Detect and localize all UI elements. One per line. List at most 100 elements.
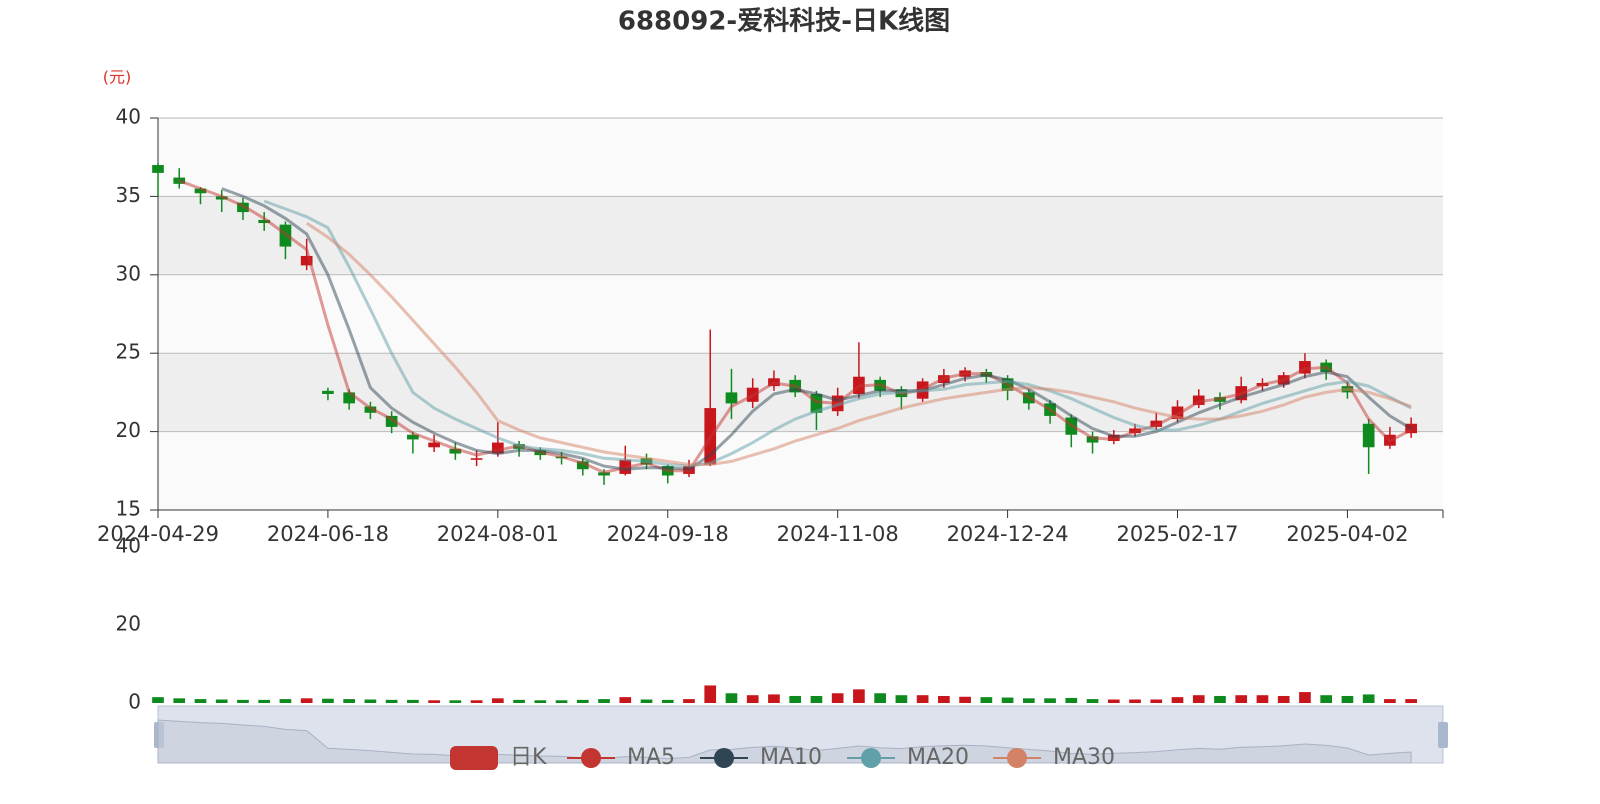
volume-bar — [258, 699, 271, 703]
volume-bar — [1107, 699, 1120, 703]
x-tick-label: 2024-12-24 — [947, 522, 1069, 546]
volume-bar — [152, 697, 164, 703]
candle-body — [491, 442, 504, 454]
candle-body — [1192, 395, 1205, 405]
volume-bar — [1405, 699, 1417, 703]
volume-bar — [1065, 697, 1078, 703]
ma-line — [305, 221, 1412, 466]
volume-bar — [555, 700, 568, 703]
ma-line — [221, 187, 1412, 471]
candle-body — [449, 448, 462, 454]
legend-icon[interactable] — [714, 748, 734, 768]
legend-label[interactable]: MA30 — [1053, 745, 1115, 770]
candle-body — [725, 392, 738, 404]
volume-bar — [576, 699, 589, 703]
volume-bar — [534, 700, 547, 703]
volume-bar — [1235, 695, 1248, 703]
split-area — [158, 118, 1443, 197]
volume-bar — [1086, 699, 1099, 703]
split-area — [158, 431, 1443, 510]
volume-bar — [1362, 694, 1375, 703]
volume-bar — [768, 694, 780, 703]
candle-body — [194, 188, 207, 194]
volume-bar — [364, 699, 377, 703]
x-tick-label: 2024-09-18 — [607, 522, 729, 546]
candle-body — [1086, 436, 1099, 443]
volume-bar — [725, 693, 738, 703]
volume-bar — [1150, 699, 1163, 703]
ma-line — [178, 179, 1412, 474]
x-tick-label: 2024-08-01 — [437, 522, 559, 546]
volume-bar — [746, 695, 759, 703]
volume-bar — [959, 696, 971, 703]
volume-bar — [661, 699, 674, 703]
legend-label[interactable]: MA20 — [907, 745, 969, 770]
volume-bar — [874, 693, 886, 703]
volume-bar — [619, 697, 632, 703]
candle-body — [1405, 423, 1417, 434]
volume-bar — [237, 699, 249, 703]
legend-label[interactable]: 日K — [510, 745, 547, 770]
volume-bar — [1341, 695, 1354, 703]
candle-body — [576, 461, 589, 470]
volume-bar — [895, 695, 908, 703]
legend-label[interactable]: MA10 — [760, 745, 822, 770]
volume-bar — [1320, 695, 1333, 703]
legend-icon[interactable] — [861, 748, 881, 768]
volume-bar — [407, 699, 419, 703]
volume-bar — [300, 698, 313, 703]
legend-icon[interactable] — [581, 748, 601, 768]
volume-bar — [1214, 695, 1226, 703]
candle-body — [1299, 361, 1311, 374]
volume-bar — [385, 699, 398, 703]
volume-bar — [343, 699, 355, 703]
volume-bar — [470, 700, 483, 703]
legend-icon[interactable] — [1007, 748, 1027, 768]
candle-body — [428, 442, 440, 448]
volume-bar — [853, 689, 865, 703]
zoom-shadow — [157, 719, 1412, 764]
candle-body — [1362, 423, 1375, 448]
volume-bar — [789, 695, 802, 703]
volume-bar — [916, 695, 929, 703]
legend-icon[interactable] — [450, 746, 498, 770]
volume-bar — [491, 698, 504, 703]
volume-bar — [683, 699, 695, 703]
zoom-handle[interactable] — [1438, 722, 1448, 748]
y-tick-label: 20 — [116, 418, 141, 442]
volume-bar — [831, 693, 844, 703]
candle-body — [152, 165, 164, 173]
x-tick-label: 2025-04-02 — [1286, 522, 1408, 546]
volume-bar — [1001, 697, 1014, 703]
volume-bar — [1044, 698, 1056, 703]
y-tick-label: 35 — [116, 183, 141, 207]
x-tick-label: 2024-04-29 — [97, 522, 219, 546]
volume-bar — [1192, 695, 1205, 703]
volume-bar — [449, 700, 462, 703]
y-tick-label: 30 — [116, 261, 141, 285]
candle-body — [470, 458, 483, 460]
split-area — [158, 274, 1443, 354]
volume-bar — [1171, 697, 1184, 703]
volume-bar — [1299, 692, 1311, 703]
volume-bar — [173, 698, 186, 703]
y-tick-label: 15 — [116, 497, 141, 521]
candle-body — [322, 390, 334, 394]
candle-body — [385, 415, 398, 427]
volume-bar — [598, 699, 610, 703]
y-tick-label: 25 — [116, 340, 141, 364]
candle-body — [258, 219, 271, 224]
volume-bar — [1384, 699, 1396, 703]
volume-bar — [980, 697, 993, 703]
volume-bar — [1022, 698, 1035, 703]
volume-bar — [513, 699, 525, 703]
legend-label[interactable]: MA5 — [627, 745, 675, 770]
volume-bar — [428, 700, 440, 703]
x-tick-label: 2024-11-08 — [777, 522, 899, 546]
volume-tick-label: 0 — [128, 690, 141, 714]
volume-bar — [640, 699, 653, 703]
x-tick-label: 2025-02-17 — [1116, 522, 1238, 546]
candle-body — [598, 472, 610, 476]
